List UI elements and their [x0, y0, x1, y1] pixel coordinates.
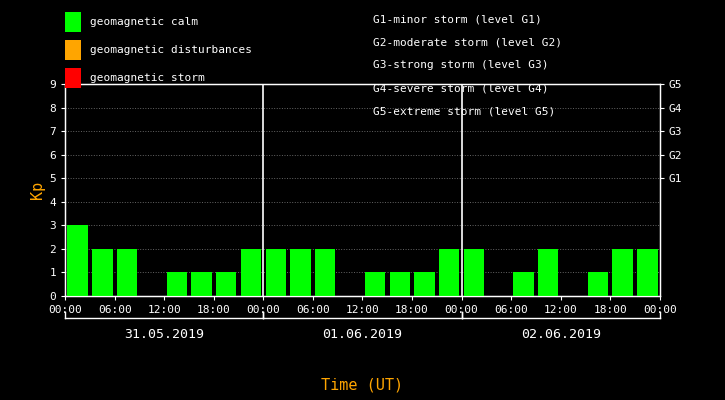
Bar: [291, 249, 311, 296]
Bar: [439, 249, 460, 296]
Text: 01.06.2019: 01.06.2019: [323, 328, 402, 340]
Bar: [216, 272, 236, 296]
Bar: [67, 225, 88, 296]
Text: 02.06.2019: 02.06.2019: [521, 328, 601, 340]
Bar: [315, 249, 336, 296]
Bar: [265, 249, 286, 296]
Bar: [513, 272, 534, 296]
Text: G1-minor storm (level G1): G1-minor storm (level G1): [373, 14, 542, 24]
Text: Time (UT): Time (UT): [321, 377, 404, 392]
Bar: [241, 249, 261, 296]
Bar: [588, 272, 608, 296]
Bar: [538, 249, 558, 296]
Bar: [637, 249, 658, 296]
Bar: [191, 272, 212, 296]
Bar: [365, 272, 385, 296]
Text: G3-strong storm (level G3): G3-strong storm (level G3): [373, 60, 549, 70]
Bar: [414, 272, 434, 296]
Text: geomagnetic storm: geomagnetic storm: [90, 73, 204, 83]
Text: G5-extreme storm (level G5): G5-extreme storm (level G5): [373, 107, 555, 117]
Text: geomagnetic calm: geomagnetic calm: [90, 17, 198, 27]
Bar: [613, 249, 633, 296]
Y-axis label: Kp: Kp: [30, 181, 45, 199]
Bar: [167, 272, 187, 296]
Bar: [92, 249, 112, 296]
Bar: [389, 272, 410, 296]
Bar: [117, 249, 137, 296]
Text: G2-moderate storm (level G2): G2-moderate storm (level G2): [373, 37, 563, 47]
Text: G4-severe storm (level G4): G4-severe storm (level G4): [373, 84, 549, 94]
Text: 31.05.2019: 31.05.2019: [124, 328, 204, 340]
Bar: [464, 249, 484, 296]
Text: geomagnetic disturbances: geomagnetic disturbances: [90, 45, 252, 55]
